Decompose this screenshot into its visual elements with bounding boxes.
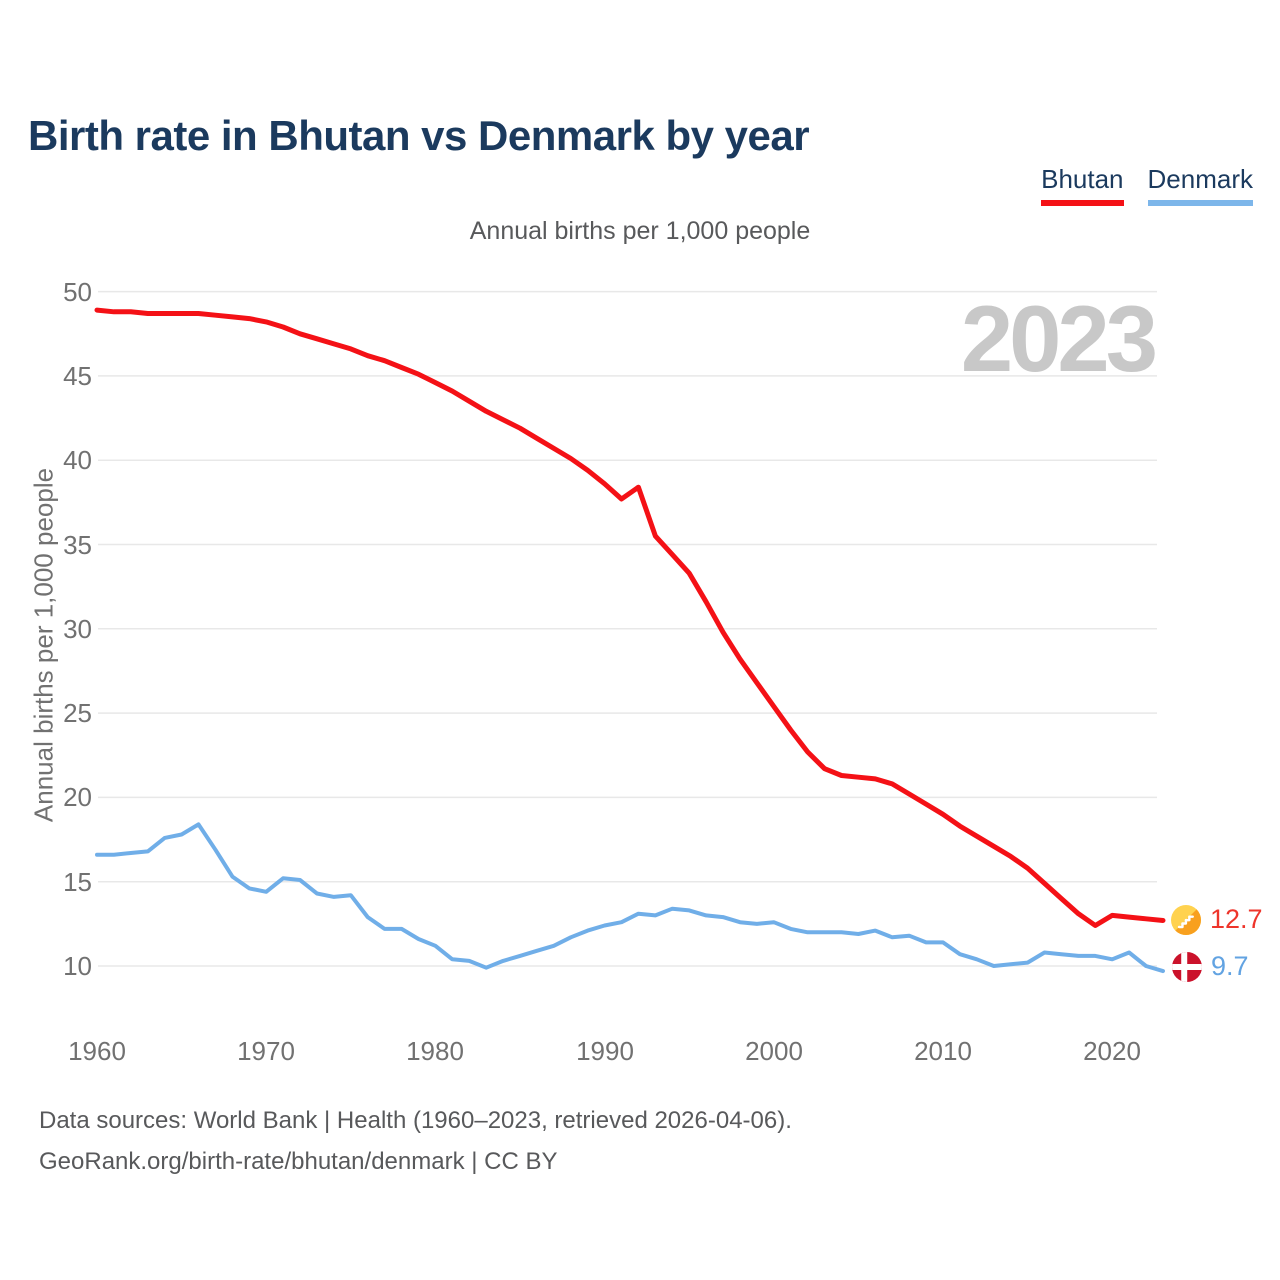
legend-label-bhutan: Bhutan bbox=[1041, 164, 1124, 194]
legend-label-denmark: Denmark bbox=[1147, 164, 1253, 194]
denmark-end-value: 9.7 bbox=[1211, 951, 1249, 981]
x-tick-label: 1990 bbox=[576, 1036, 634, 1066]
y-tick-label: 45 bbox=[63, 361, 92, 391]
denmark-end-label: 9.7 bbox=[1172, 951, 1249, 982]
legend: Bhutan Denmark bbox=[1041, 164, 1253, 206]
y-tick-label: 15 bbox=[63, 867, 92, 897]
attribution-note: GeoRank.org/birth-rate/bhutan/denmark | … bbox=[39, 1148, 558, 1175]
x-tick-label: 1970 bbox=[237, 1036, 295, 1066]
chart-title: Birth rate in Bhutan vs Denmark by year bbox=[28, 112, 810, 160]
data-source-note: Data sources: World Bank | Health (1960–… bbox=[39, 1107, 792, 1134]
x-tick-label: 1960 bbox=[68, 1036, 126, 1066]
bhutan-end-label: 12.7 bbox=[1171, 904, 1263, 935]
footer: Data sources: World Bank | Health (1960–… bbox=[39, 1100, 792, 1182]
x-tick-label: 1980 bbox=[406, 1036, 464, 1066]
chart-subtitle: Annual births per 1,000 people bbox=[469, 217, 811, 245]
bhutan-end-value: 12.7 bbox=[1210, 904, 1263, 934]
x-tick-label: 2000 bbox=[745, 1036, 803, 1066]
x-tick-label: 2010 bbox=[914, 1036, 972, 1066]
y-tick-label: 50 bbox=[63, 277, 92, 307]
denmark-flag-icon bbox=[1172, 951, 1202, 982]
year-watermark: 2023 bbox=[960, 286, 1158, 391]
y-tick-label: 35 bbox=[63, 530, 92, 560]
y-tick-label: 40 bbox=[63, 445, 92, 475]
denmark-line bbox=[95, 822, 1165, 974]
legend-item-denmark[interactable]: Denmark bbox=[1147, 164, 1253, 206]
y-tick-label: 30 bbox=[63, 614, 92, 644]
y-tick-label: 25 bbox=[63, 698, 92, 728]
bhutan-flag-icon bbox=[1171, 904, 1201, 935]
y-tick-label: 10 bbox=[63, 951, 92, 981]
bhutan-line bbox=[94, 307, 1166, 928]
x-tick-label: 2020 bbox=[1083, 1036, 1141, 1066]
legend-item-bhutan[interactable]: Bhutan bbox=[1041, 164, 1124, 206]
y-tick-label: 20 bbox=[63, 782, 92, 812]
